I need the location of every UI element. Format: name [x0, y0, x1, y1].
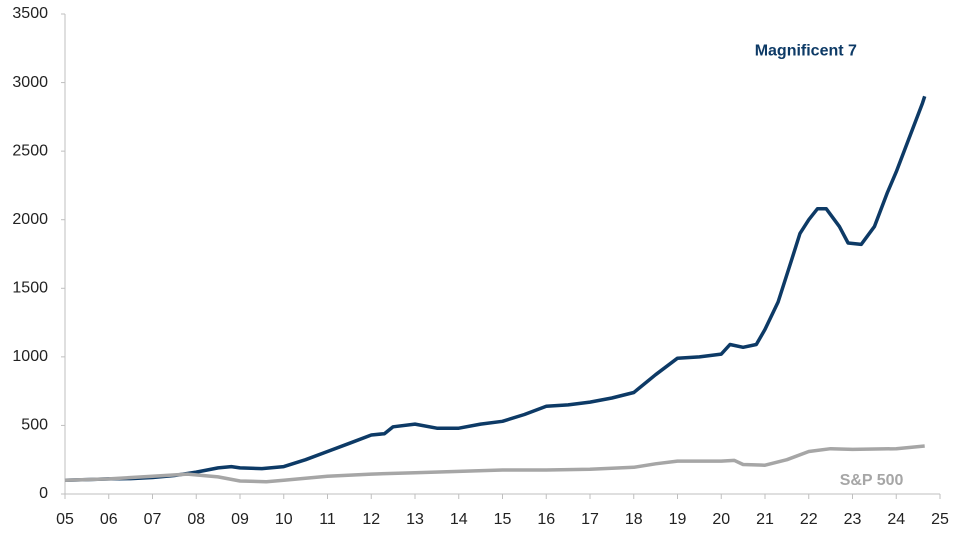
x-tick-label: 21	[756, 511, 774, 528]
series-line	[64, 95, 927, 483]
x-tick-label: 17	[581, 511, 599, 528]
x-tick-label: 10	[275, 511, 293, 528]
x-tick-label: 16	[537, 511, 555, 528]
x-tick-label: 22	[800, 511, 818, 528]
x-tick-label: 14	[450, 511, 468, 528]
x-tick-label: 13	[406, 511, 424, 528]
x-tick-label: 11	[319, 511, 336, 528]
x-tick-label: 12	[362, 511, 380, 528]
x-tick-label: 20	[712, 511, 730, 528]
x-tick-label: 09	[231, 511, 249, 528]
y-tick-label: 1500	[12, 280, 48, 297]
x-tick-label: 18	[625, 511, 643, 528]
y-tick-label: 3500	[12, 5, 48, 22]
x-tick-label: 19	[669, 511, 687, 528]
y-tick-label: 3000	[12, 74, 48, 91]
y-tick-label: 0	[39, 485, 48, 502]
y-tick-label: 1000	[12, 348, 48, 365]
x-tick-label: 06	[100, 511, 118, 528]
x-tick-label: 24	[887, 511, 905, 528]
x-tick-label: 08	[187, 511, 205, 528]
x-tick-label: 07	[144, 511, 162, 528]
y-tick-label: 500	[21, 417, 48, 434]
y-tick-label: 2500	[12, 142, 48, 159]
series-label: Magnificent 7	[755, 43, 857, 60]
x-tick-label: 25	[931, 511, 949, 528]
y-tick-label: 2000	[12, 211, 48, 228]
x-tick-label: 15	[494, 511, 512, 528]
x-tick-label: 23	[844, 511, 862, 528]
x-tick-label: 05	[56, 511, 74, 528]
series-label: S&P 500	[840, 472, 904, 489]
series-line	[64, 444, 925, 484]
